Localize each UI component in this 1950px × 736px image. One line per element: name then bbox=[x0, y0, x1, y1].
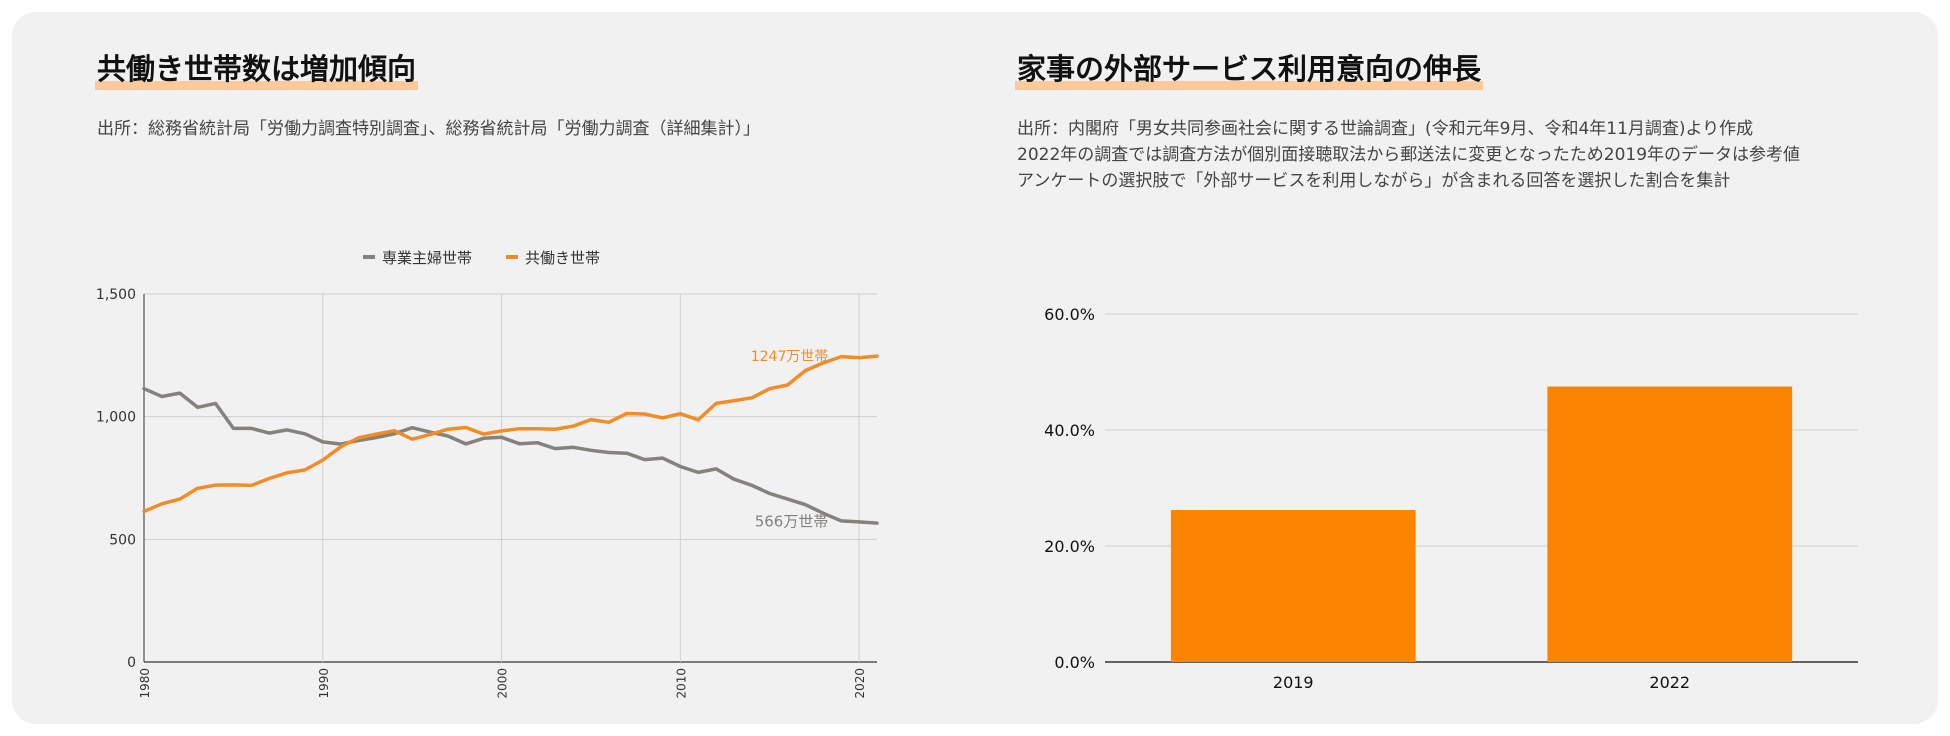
bar-2022 bbox=[1547, 386, 1793, 662]
bar-chart: 0.0% 20.0% 40.0% 60.0% 2019 2022 bbox=[1044, 305, 1858, 692]
legend-label-housewife: 専業主婦世帯 bbox=[382, 249, 472, 267]
line-chart: 専業主婦世帯 共働き世帯 0 500 1,000 1,500 1980 1990 2000 2… bbox=[96, 249, 879, 699]
x-tick-label: 2010 bbox=[674, 668, 688, 699]
line-chart-source: 出所：総務省統計局「労働力調査特別調査」、総務省統計局「労働力調査（詳細集計）」 bbox=[97, 119, 760, 139]
series-line-dual-income bbox=[142, 354, 879, 514]
chart-legend: 専業主婦世帯 共働き世帯 bbox=[363, 249, 600, 267]
bar-chart-title: 家事の外部サービス利用意向の伸長 bbox=[1015, 55, 1484, 90]
x-tick-label: 2020 bbox=[853, 668, 867, 699]
series-line-housewife bbox=[142, 386, 879, 525]
x-tick-label: 1990 bbox=[317, 668, 331, 699]
y-tick-label: 0 bbox=[127, 655, 136, 671]
bar-chart-note: 出所：内閣府「男女共同参画社会に関する世論調査」(令和元年9月、令和4年11月調… bbox=[1017, 119, 1754, 139]
bar-2019 bbox=[1170, 510, 1416, 662]
x-tick-label: 2019 bbox=[1273, 673, 1314, 692]
line-chart-title: 共働き世帯数は増加傾向 bbox=[95, 55, 419, 90]
y-tick-label: 60.0% bbox=[1044, 305, 1095, 324]
y-tick-label: 0.0% bbox=[1054, 653, 1095, 672]
y-tick-label: 20.0% bbox=[1044, 537, 1095, 556]
x-tick-label: 1980 bbox=[138, 668, 152, 699]
legend-label-dual-income: 共働き世帯 bbox=[525, 249, 600, 267]
x-tick-label: 2022 bbox=[1649, 673, 1690, 692]
y-tick-label: 40.0% bbox=[1044, 421, 1095, 440]
y-tick-label: 500 bbox=[109, 532, 136, 548]
x-tick-label: 2000 bbox=[496, 668, 510, 699]
annotation-dual-income-end: 1247万世帯 bbox=[751, 349, 829, 365]
bar-chart-notes: 出所：内閣府「男女共同参画社会に関する世論調査」(令和元年9月、令和4年11月調… bbox=[1017, 116, 1800, 194]
bar-chart-note: 2022年の調査では調査方法が個別面接聴取法から郵送法に変更となったため2019… bbox=[1017, 145, 1801, 165]
y-tick-label: 1,500 bbox=[96, 287, 136, 303]
bar-chart-note: アンケートの選択肢で「外部サービスを利用しながら」が含まれる回答を選択した割合を… bbox=[1017, 171, 1731, 191]
annotation-housewife-end: 566万世帯 bbox=[755, 512, 829, 530]
y-tick-label: 1,000 bbox=[96, 410, 136, 426]
